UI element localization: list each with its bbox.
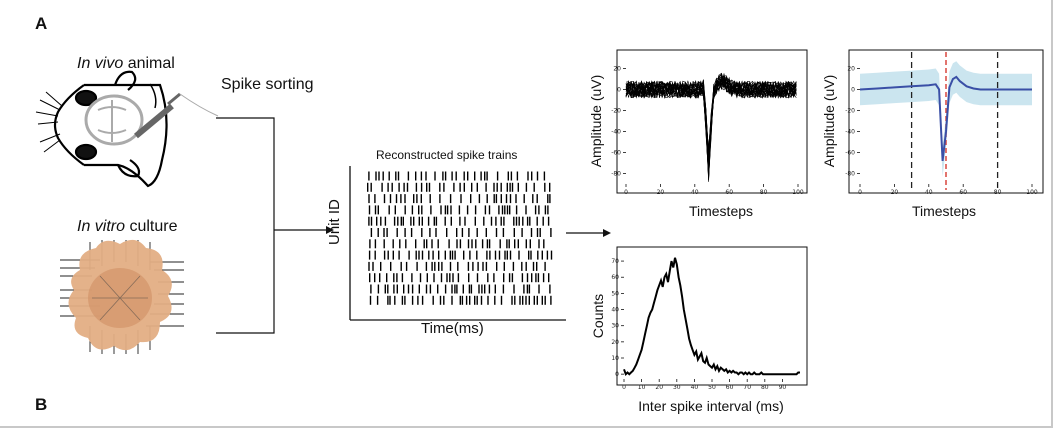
mean-xtick-label: 20 (891, 189, 899, 196)
waveform-ytick-label: -60 (611, 150, 621, 157)
raster-plot (349, 166, 566, 321)
isi-ytick-label: 50 (611, 290, 619, 297)
isi-xtick-label: 0 (622, 384, 626, 391)
isi-xtick-label: 60 (726, 384, 734, 391)
panel-label-b: B (35, 395, 48, 414)
mean-axes-box (848, 49, 1044, 194)
isi-ylabel: Counts (590, 294, 606, 338)
waveform-ytick-label: -20 (611, 108, 621, 115)
raster-title: Reconstructed spike trains (376, 148, 518, 162)
waveform-xtick-label: 100 (792, 189, 804, 196)
waveform-chart: 0 20 40 60 80 100 20 0 -20 -40 -60 -80 Timesteps Am… (588, 49, 808, 219)
isi-ytick-label: 10 (611, 355, 619, 362)
isi-chart: 0 10 20 30 40 50 60 70 80 90 70 60 50 40 30 20 10 0 Inter… (590, 246, 808, 414)
mean-ytick-label: -40 (845, 129, 855, 136)
isi-ytick-label: 0 (615, 371, 619, 378)
isi-xtick-label: 30 (673, 384, 681, 391)
mean-xtick-label: 40 (925, 189, 933, 196)
isi-xtick-label: 80 (761, 384, 769, 391)
isi-line (623, 257, 800, 377)
mean-ytick-label: 20 (847, 66, 855, 73)
mean-xtick-label: 60 (959, 189, 967, 196)
mean-ytick-label: -20 (845, 108, 855, 115)
mean-ytick-label: 0 (851, 87, 855, 94)
waveform-xtick-label: 0 (624, 189, 628, 196)
waveform-ylabel: Amplitude (uV) (588, 75, 604, 168)
waveform-xtick-label: 40 (691, 189, 699, 196)
in-vitro-italic: In vitro (77, 218, 126, 235)
mean-ylabel: Amplitude (uV) (821, 75, 837, 168)
isi-xtick-label: 20 (655, 384, 663, 391)
mean-xtick-label: 100 (1026, 189, 1038, 196)
isi-xtick-label: 90 (779, 384, 787, 391)
isi-ytick-label: 70 (611, 258, 619, 265)
waveform-trace (625, 74, 797, 161)
isi-xlabel: Inter spike interval (ms) (638, 398, 783, 414)
arrow-to-plots (603, 229, 611, 237)
waveform-xtick-label: 60 (725, 189, 733, 196)
waveform-ytick-label: 20 (613, 66, 621, 73)
waveform-trace (625, 72, 797, 164)
waveform-axes-box (616, 49, 808, 194)
mean-xlabel: Timesteps (912, 203, 976, 219)
organoid-illustration (60, 239, 184, 354)
mean-waveform-chart: 0 20 40 60 80 100 20 0 -20 -40 -60 -80 Timesteps Am… (821, 49, 1044, 219)
in-vivo-italic: In vivo (77, 55, 124, 72)
in-vivo-label: In vivo animal (77, 55, 175, 73)
raster-xlabel: Time(ms) (421, 320, 484, 337)
mean-ytick-label: -80 (845, 171, 855, 178)
mean-line (859, 75, 1032, 162)
arrow-to-raster (326, 226, 334, 234)
in-vitro-label: In vitro culture (77, 218, 177, 236)
waveform-ytick-label: 0 (617, 87, 621, 94)
mean-xtick-label: 0 (858, 189, 862, 196)
mean-ytick-label: -60 (845, 150, 855, 157)
in-vitro-rest: culture (125, 218, 178, 235)
isi-ytick-label: 30 (611, 323, 619, 330)
mean-xtick-label: 80 (994, 189, 1002, 196)
waveform-trace (625, 75, 797, 177)
waveform-traces (625, 72, 797, 182)
isi-ytick-label: 20 (611, 339, 619, 346)
waveform-ytick-label: -80 (611, 171, 621, 178)
connector-lines (216, 117, 604, 334)
isi-xtick-label: 40 (691, 384, 699, 391)
isi-xtick-label: 50 (708, 384, 716, 391)
panel-label-a: A (35, 14, 48, 33)
waveform-ytick-label: -40 (611, 129, 621, 136)
raster-spikes (367, 171, 553, 305)
waveform-xlabel: Timesteps (689, 203, 753, 219)
isi-xtick-label: 70 (743, 384, 751, 391)
in-vivo-rest: animal (123, 55, 175, 72)
waveform-xtick-label: 20 (657, 189, 665, 196)
isi-ytick-label: 60 (611, 274, 619, 281)
isi-axes-box (616, 246, 808, 386)
isi-ytick-label: 40 (611, 307, 619, 314)
spike-sorting-label: Spike sorting (221, 76, 314, 93)
waveform-xtick-label: 80 (760, 189, 768, 196)
mouse-illustration (35, 70, 219, 188)
isi-xtick-label: 10 (638, 384, 646, 391)
